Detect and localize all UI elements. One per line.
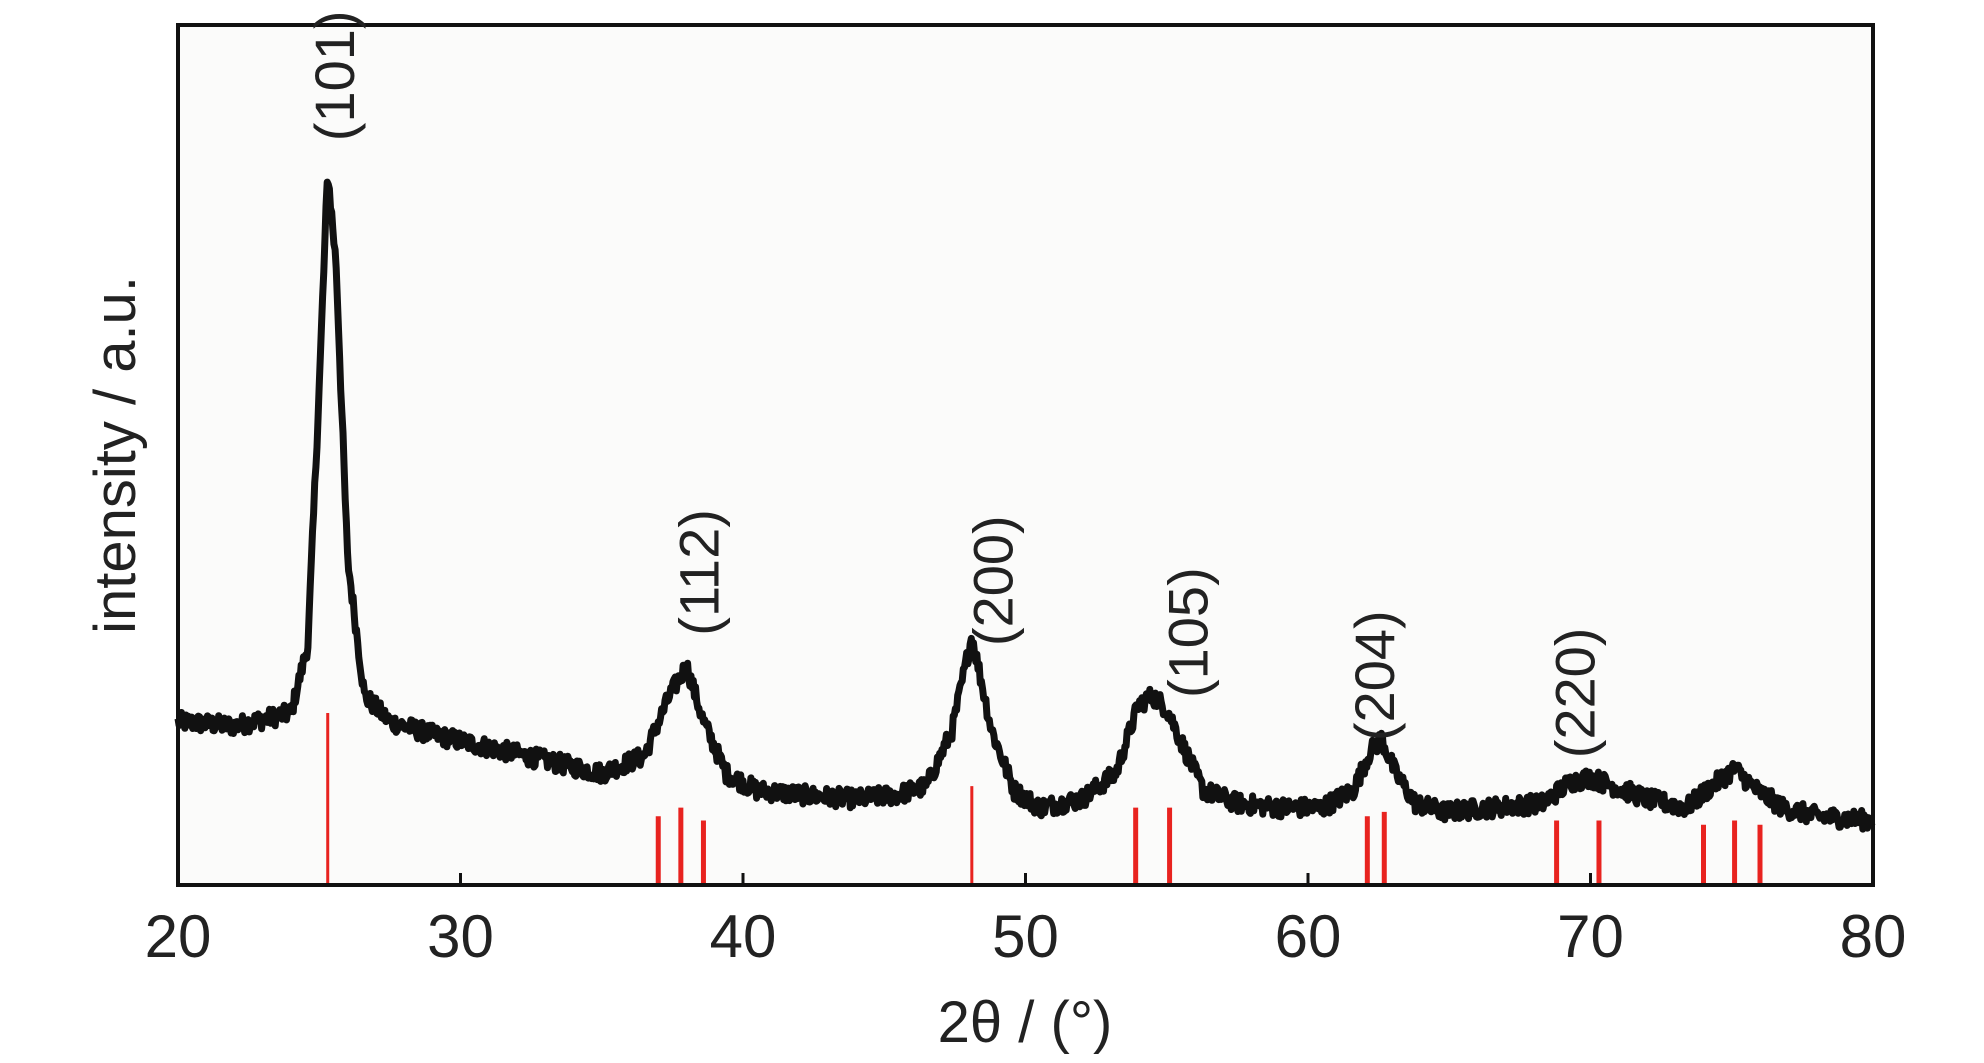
x-axis: 20 30 40 50 60 70 80: [145, 873, 1907, 970]
peak-label: (220): [1543, 628, 1606, 759]
reference-lines: [326, 713, 1763, 885]
x-tick-label: 20: [145, 903, 212, 970]
y-axis-title: intensity / a.u.: [83, 276, 148, 634]
peak-label: (200): [961, 515, 1024, 646]
x-tick-label: 50: [992, 903, 1059, 970]
peak-label: (204): [1343, 610, 1406, 741]
x-tick-label: 70: [1557, 903, 1624, 970]
x-tick-label: 60: [1275, 903, 1342, 970]
x-tick-label: 30: [427, 903, 494, 970]
peak-label: (105): [1156, 567, 1219, 698]
x-axis-title: 2θ / (°): [938, 990, 1113, 1055]
peak-label: (112): [668, 509, 731, 636]
xrd-pattern-line: [174, 178, 1876, 833]
x-tick-label: 80: [1840, 903, 1907, 970]
peak-label: (101): [303, 10, 366, 141]
plot-background: [178, 25, 1873, 885]
peak-labels: (101) (112) (200) (105) (204) (220): [303, 10, 1606, 758]
x-tick-label: 40: [710, 903, 777, 970]
